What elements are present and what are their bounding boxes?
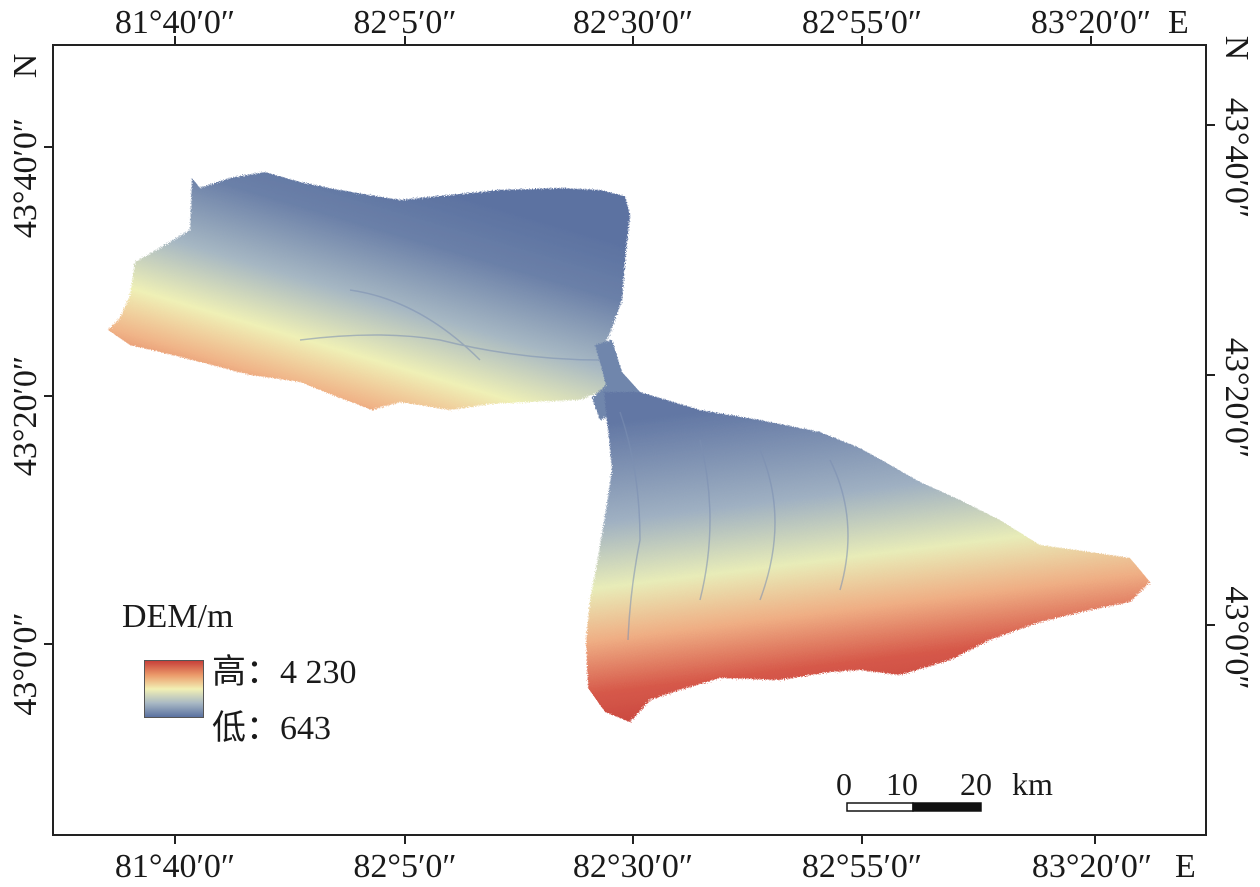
scale-segment-black: [912, 802, 982, 812]
bottom-tick-4: 82°55′0″: [801, 848, 923, 885]
legend-low-label: 低：: [212, 710, 280, 747]
scale-bar: [846, 802, 982, 812]
top-tick-1: 81°40′0″: [114, 4, 236, 41]
legend-high-label: 高：: [212, 654, 280, 691]
bottom-east-label: E: [1175, 848, 1196, 885]
legend-color-ramp: [144, 660, 204, 718]
top-tick-3: 82°30′0″: [572, 4, 694, 41]
legend-high-row: 高：4 230: [212, 644, 357, 693]
right-tick-3: 43°0′0″: [1218, 586, 1255, 690]
bottom-tick-3: 82°30′0″: [572, 848, 694, 885]
bottom-tick-1: 81°40′0″: [114, 848, 236, 885]
scale-label-0: 0: [836, 766, 852, 802]
bottom-tick-5: 83°20′0″: [1031, 848, 1153, 885]
scale-segment-white: [846, 802, 914, 812]
right-tick-2: 43°20′0″: [1218, 337, 1255, 459]
left-tick-2: 43°20′0″: [7, 355, 44, 477]
drainage-lines: [299, 289, 849, 641]
graticule-ticks: [44, 36, 1215, 844]
left-north-label: N: [7, 53, 44, 79]
top-tick-5: 83°20′0″: [1030, 4, 1152, 41]
scale-label-10: 10: [886, 766, 918, 802]
left-tick-1: 43°40′0″: [7, 117, 44, 239]
top-tick-2: 82°5′0″: [353, 4, 457, 41]
east-basin: [586, 392, 1150, 722]
legend-low-row: 低：643: [212, 700, 331, 749]
west-basin: [108, 172, 630, 410]
legend-title: DEM/m: [122, 598, 234, 635]
top-east-label: E: [1168, 4, 1189, 41]
left-tick-3: 43°0′0″: [7, 612, 44, 716]
top-tick-4: 82°55′0″: [801, 4, 923, 41]
legend-high-value: 4 230: [280, 654, 357, 691]
scale-label-20: 20: [960, 766, 992, 802]
right-tick-1: 43°40′0″: [1218, 97, 1255, 219]
right-north-label: N: [1218, 35, 1255, 61]
scale-unit: km: [1012, 766, 1053, 802]
bottom-tick-2: 82°5′0″: [353, 848, 457, 885]
legend-low-value: 643: [280, 710, 331, 747]
